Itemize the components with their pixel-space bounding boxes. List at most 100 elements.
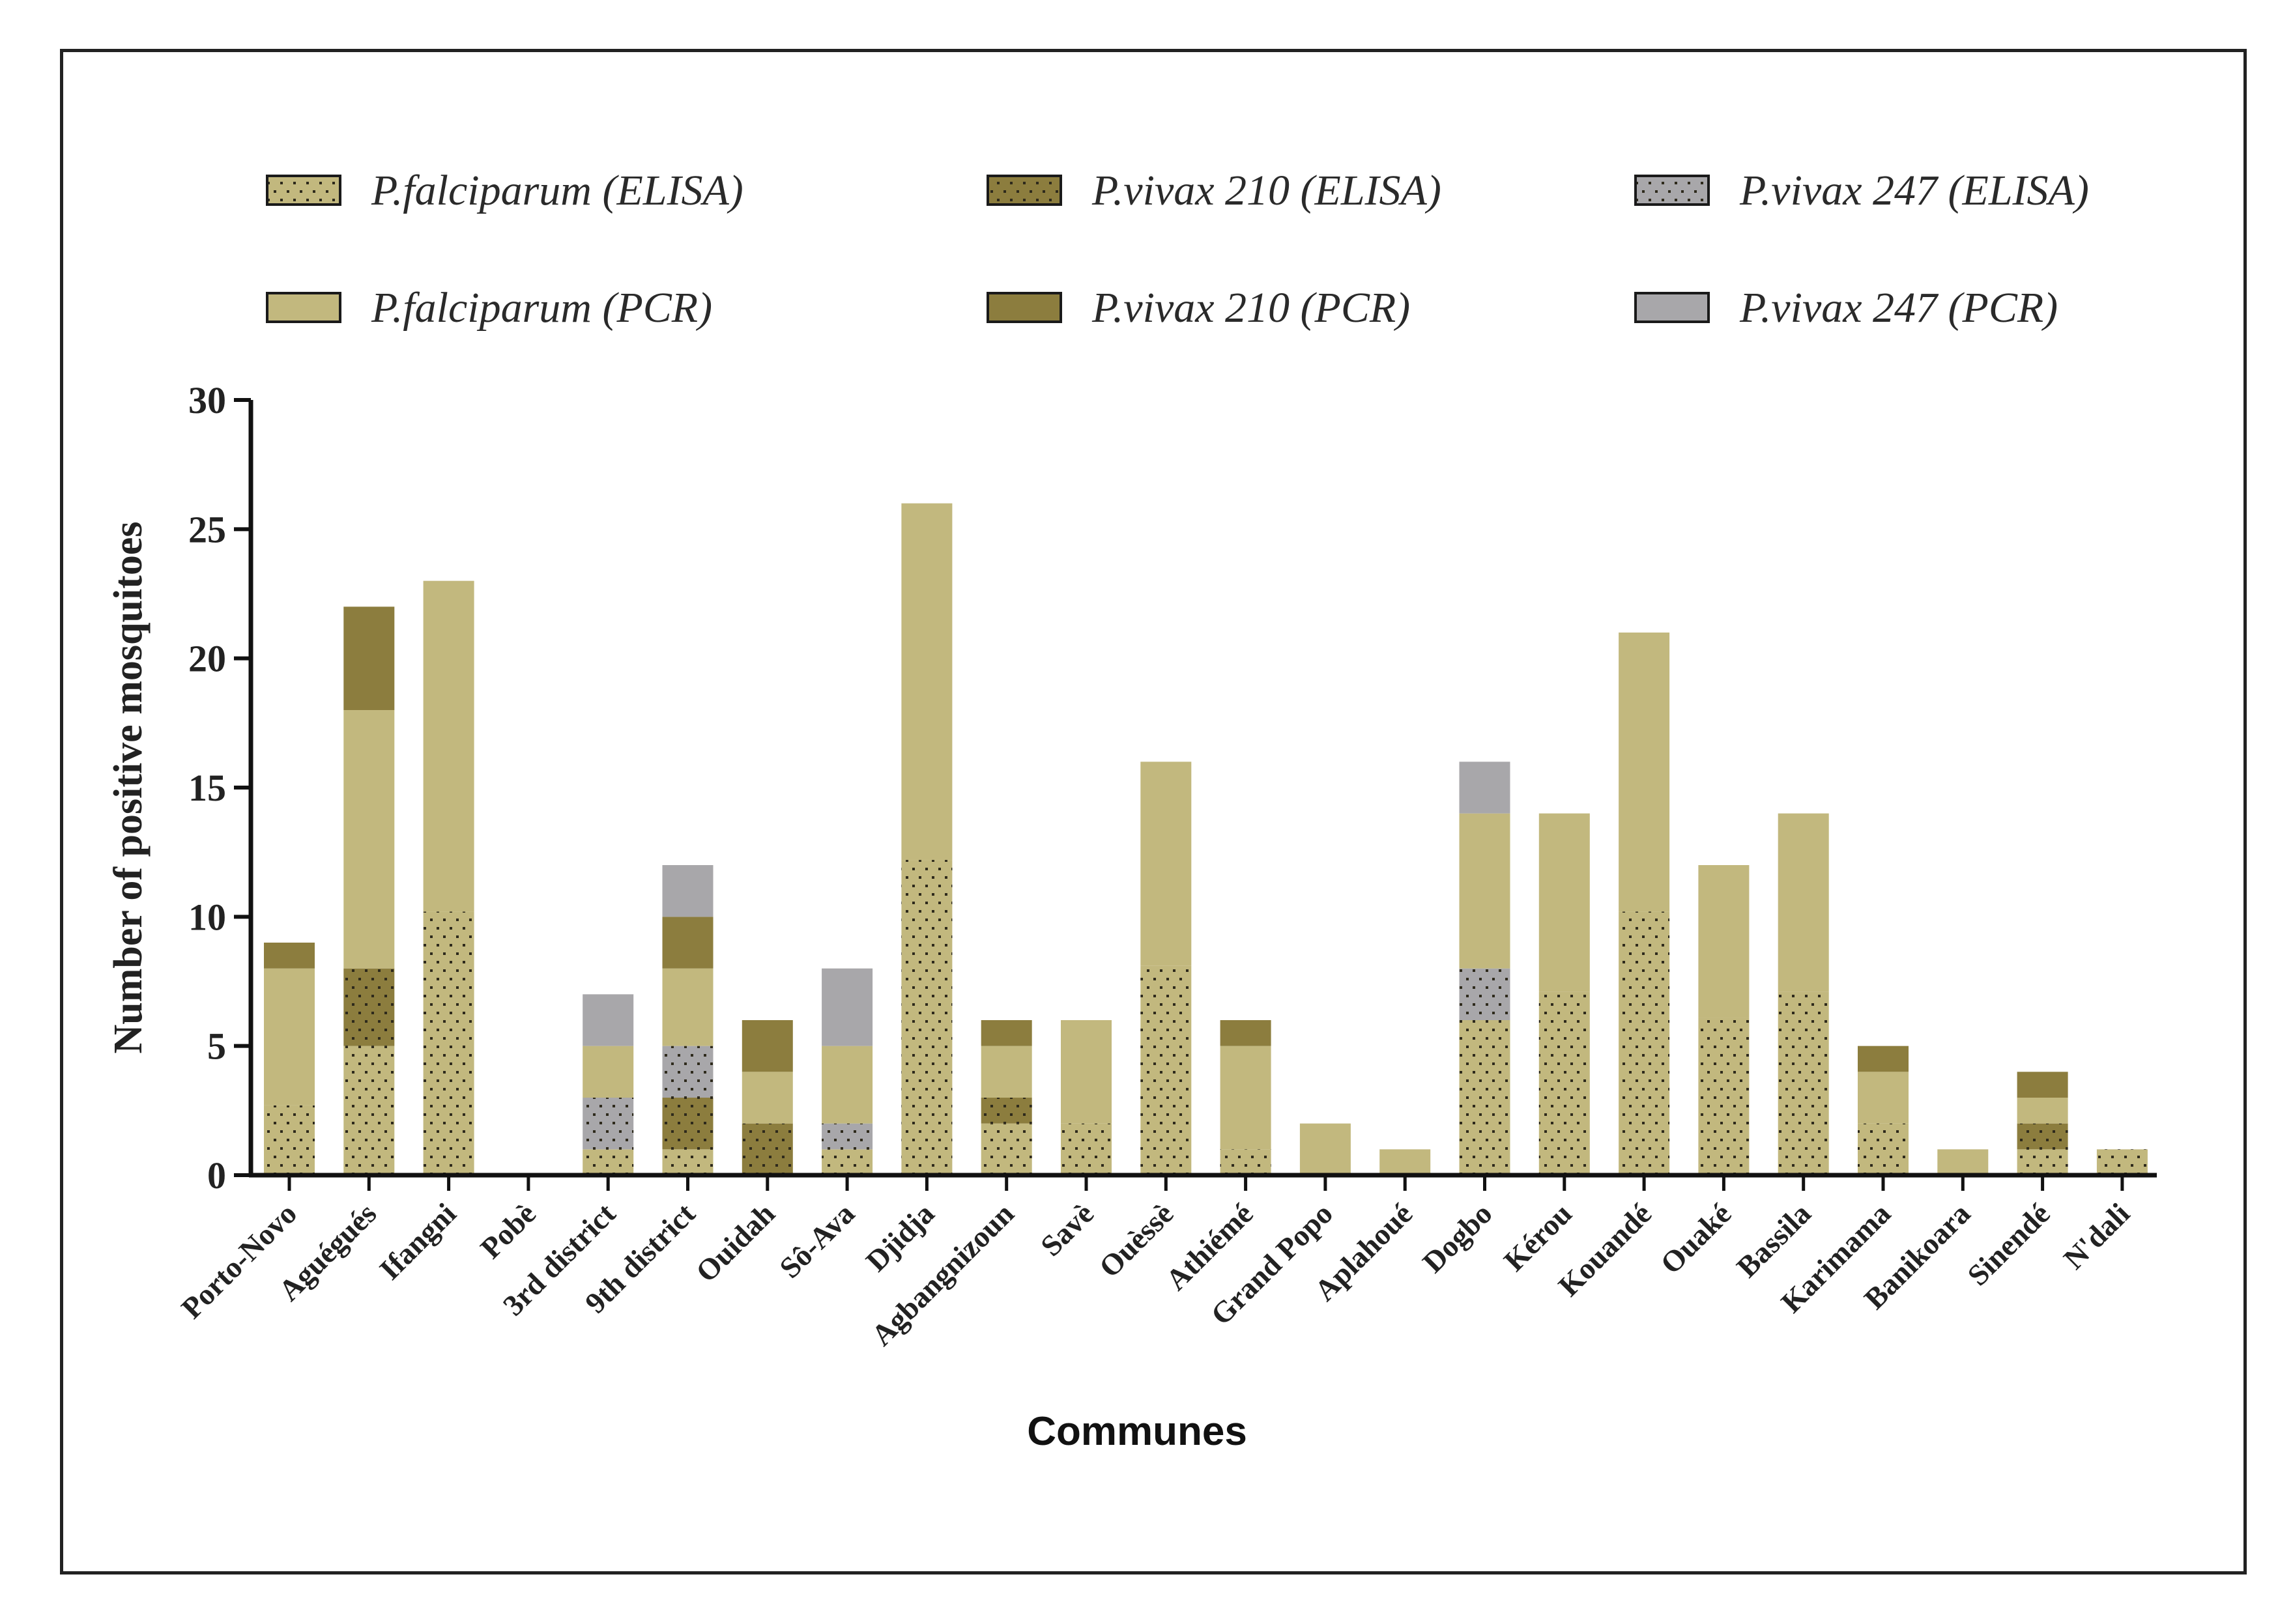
legend-item-p-vivax-247-elisa: P.vivax 247 (ELISA) [1634,167,2089,214]
bar-k-rou-p-falciparum-pcr [1538,813,1590,992]
legend-item-p-vivax-210-pcr: P.vivax 210 (PCR) [987,284,1410,332]
bar-9th-district-p-vivax-247-pcr [662,865,714,917]
legend-label: P.falciparum (ELISA) [371,167,743,214]
bar-grand-popo-p-falciparum-pcr [1299,1123,1351,1175]
bar-dots-karimama-p-falciparum-elisa [1858,1123,1909,1175]
x-label-s-ava: Sô-Ava [773,1197,861,1285]
bar-s-ava-p-vivax-247-pcr [822,968,873,1046]
bar-dots-3rd-district-p-falciparum-elisa [583,1149,634,1175]
bar-9th-district-p-falciparum-pcr [662,968,714,1046]
legend-swatch [987,292,1062,323]
bar-dots-9th-district-p-vivax-247-elisa [662,1046,714,1098]
bar-dots-athi-m-p-falciparum-elisa [1220,1149,1271,1175]
bar-agu-gu-s-p-falciparum-pcr [343,710,395,969]
bar-dots-agbangnizoun-p-falciparum-elisa [981,1123,1032,1175]
bar-dots-sinend-p-vivax-210-elisa [2017,1123,2068,1150]
bar-dots-dogbo-p-vivax-247-elisa [1459,968,1510,1020]
y-tick-label: 10 [188,896,226,938]
y-tick-label: 20 [188,638,226,680]
bar-ou-ss-p-falciparum-pcr [1140,762,1192,966]
y-tick-label: 30 [188,379,226,421]
bar-porto-novo-p-vivax-210-pcr [264,943,315,969]
legend-item-p-vivax-247-pcr: P.vivax 247 (PCR) [1634,284,2058,332]
legend-swatch-dots [1637,177,1707,203]
bar-dogbo-p-vivax-247-pcr [1459,762,1510,814]
bar-sinend-p-vivax-210-pcr [2017,1072,2068,1098]
y-tick-label: 25 [188,508,226,550]
bar-9th-district-p-vivax-210-pcr [662,917,714,969]
legend-item-p-falciparum-pcr: P.falciparum (PCR) [266,284,712,332]
bar-kouand-p-falciparum-pcr [1619,633,1670,912]
legend-item-p-falciparum-elisa: P.falciparum (ELISA) [266,167,743,214]
x-label-porto-novo: Porto-Novo [175,1197,303,1325]
bar-dots-ouak-p-falciparum-elisa [1698,1018,1750,1175]
bar-dots-agbangnizoun-p-vivax-210-elisa [981,1098,1032,1124]
y-tick-label: 0 [207,1154,226,1197]
bar-dots-ouidah-p-vivax-210-elisa [742,1123,793,1175]
bar-3rd-district-p-vivax-247-pcr [583,994,634,1046]
x-label-n-dali: N'dali [2057,1197,2136,1275]
legend: P.falciparum (ELISA) P.vivax 210 (ELISA) P… [266,167,2089,332]
bar-dogbo-p-falciparum-pcr [1459,813,1510,969]
legend-label: P.vivax 210 (PCR) [1091,284,1410,332]
legend-swatch [266,292,341,323]
legend-swatch-dots [989,177,1060,203]
x-axis-title: Communes [1027,1409,1247,1454]
bar-dots-sinend-p-falciparum-elisa [2017,1149,2068,1175]
legend-label: P.vivax 247 (PCR) [1739,284,2058,332]
bar-ouidah-p-falciparum-pcr [742,1072,793,1124]
bar-dots-djidja-p-falciparum-elisa [901,860,953,1175]
bar-ouidah-p-vivax-210-pcr [742,1020,793,1072]
bar-bassila-p-falciparum-pcr [1778,813,1829,992]
bar-dots-sav-p-falciparum-elisa [1061,1123,1112,1175]
bar-dots-agu-gu-s-p-falciparum-elisa [343,1046,395,1175]
bar-ouak-p-falciparum-pcr [1698,865,1750,1018]
y-axis-title: Number of positive mosquitoes [106,522,151,1054]
bar-dots-n-dali-p-falciparum-elisa [2096,1149,2148,1175]
bar-athi-m-p-vivax-210-pcr [1220,1020,1271,1046]
x-label-ouidah: Ouidah [689,1197,781,1289]
y-ticks: 0 5 10 15 20 25 30 [188,379,251,1197]
bar-aplahou-p-falciparum-pcr [1379,1149,1431,1175]
bar-banikoara-p-falciparum-pcr [1937,1149,1989,1175]
bar-sav-p-falciparum-pcr [1061,1020,1112,1124]
figure-frame: P.falciparum (ELISA) P.vivax 210 (ELISA) P… [60,49,2247,1574]
bar-3rd-district-p-falciparum-pcr [583,1046,634,1098]
x-label-ifangni: Ifangni [373,1197,462,1286]
bar-dots-s-ava-p-falciparum-elisa [822,1149,873,1175]
x-label-sav: Savè [1034,1197,1100,1262]
y-tick-label: 15 [188,767,226,809]
bar-porto-novo-p-falciparum-pcr [264,968,315,1105]
bar-athi-m-p-falciparum-pcr [1220,1046,1271,1150]
legend-label: P.vivax 210 (ELISA) [1091,167,1441,214]
bar-sinend-p-falciparum-pcr [2017,1098,2068,1124]
y-tick-label: 5 [207,1025,226,1068]
bar-dots-3rd-district-p-vivax-247-elisa [583,1098,634,1150]
x-label-dogbo: Dogbo [1416,1197,1498,1279]
bar-dots-ou-ss-p-falciparum-elisa [1140,965,1192,1175]
legend-label: P.falciparum (PCR) [371,284,712,332]
bar-agu-gu-s-p-vivax-210-pcr [343,606,395,710]
bar-dots-ifangni-p-falciparum-elisa [423,911,474,1175]
bar-dots-9th-district-p-vivax-210-elisa [662,1098,714,1150]
bar-dots-bassila-p-falciparum-elisa [1778,991,1829,1175]
bar-dots-9th-district-p-falciparum-elisa [662,1149,714,1175]
bar-djidja-p-falciparum-pcr [901,503,953,861]
bar-ifangni-p-falciparum-pcr [423,580,474,912]
x-label-ouak: Ouaké [1654,1197,1737,1280]
bar-dots-kouand-p-falciparum-elisa [1619,911,1670,1175]
x-label-pob: Pobè [474,1197,542,1265]
bar-s-ava-p-falciparum-pcr [822,1046,873,1124]
legend-swatch [1634,292,1710,323]
bar-dots-porto-novo-p-falciparum-elisa [264,1105,315,1175]
bar-agbangnizoun-p-vivax-210-pcr [981,1020,1032,1046]
legend-label: P.vivax 247 (ELISA) [1739,167,2089,214]
bar-dots-dogbo-p-falciparum-elisa [1459,1020,1510,1175]
bar-dots-agu-gu-s-p-vivax-210-elisa [343,968,395,1046]
bar-agbangnizoun-p-falciparum-pcr [981,1046,1032,1098]
x-label-sinend: Sinendé [1961,1197,2056,1292]
x-label-agbangnizoun: Agbangnizoun [865,1197,1020,1352]
legend-item-p-vivax-210-elisa: P.vivax 210 (ELISA) [987,167,1441,214]
bar-dots-s-ava-p-vivax-247-elisa [822,1123,873,1150]
